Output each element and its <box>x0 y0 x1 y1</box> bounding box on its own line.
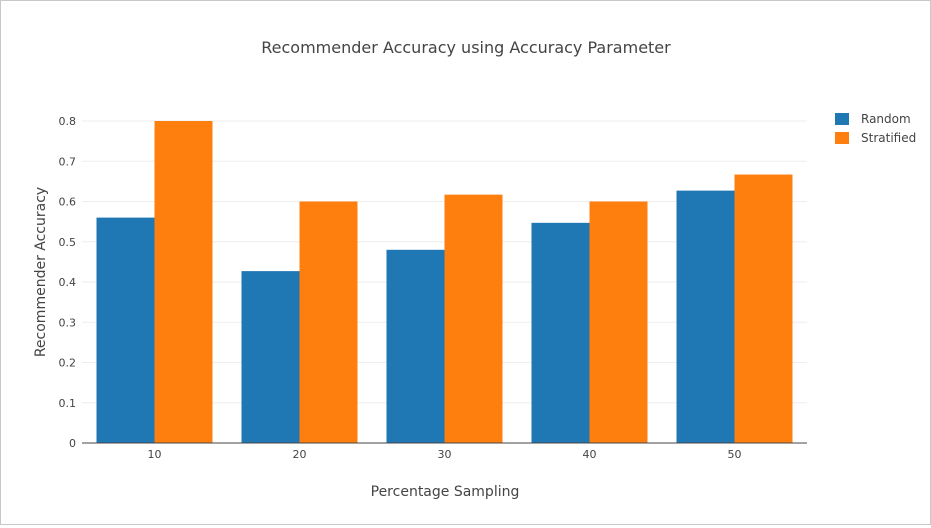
legend-swatch <box>835 132 849 144</box>
legend-item-stratified[interactable]: Stratified <box>835 131 916 145</box>
legend-label: Random <box>861 112 911 126</box>
bars <box>96 121 793 444</box>
x-tick-label: 20 <box>293 448 307 461</box>
legend-swatch <box>835 113 849 125</box>
y-tick-label: 0.6 <box>59 196 77 209</box>
x-tick-label: 50 <box>728 448 742 461</box>
y-tick-label: 0.1 <box>59 397 77 410</box>
bar-stratified-50[interactable] <box>734 174 793 443</box>
x-tick-label: 30 <box>438 448 452 461</box>
legend-item-random[interactable]: Random <box>835 112 911 126</box>
bar-random-10[interactable] <box>96 217 155 443</box>
x-axis-title: Percentage Sampling <box>371 484 520 500</box>
chart-title: Recommender Accuracy using Accuracy Para… <box>261 38 671 57</box>
x-tick-label: 40 <box>583 448 597 461</box>
bar-stratified-40[interactable] <box>589 201 648 444</box>
bar-stratified-30[interactable] <box>444 194 503 443</box>
y-tick-label: 0.4 <box>59 276 77 289</box>
y-tick-label: 0.8 <box>59 115 77 128</box>
legend[interactable]: Random Stratified <box>835 112 916 145</box>
bar-random-20[interactable] <box>241 271 300 443</box>
y-tick-label: 0.2 <box>59 357 77 370</box>
y-ticks: 0 0.1 0.2 0.3 0.4 0.5 0.6 0.7 0.8 <box>59 115 77 450</box>
legend-label: Stratified <box>861 131 916 145</box>
y-tick-label: 0.3 <box>59 316 77 329</box>
bar-random-40[interactable] <box>531 222 590 443</box>
y-axis-title: Recommender Accuracy <box>33 187 49 357</box>
x-ticks: 10 20 30 40 50 <box>148 448 742 461</box>
y-tick-label: 0 <box>69 437 76 450</box>
x-tick-label: 10 <box>148 448 162 461</box>
y-tick-label: 0.7 <box>59 155 77 168</box>
bar-stratified-10[interactable] <box>154 121 213 443</box>
bar-random-50[interactable] <box>676 190 735 443</box>
bar-stratified-20[interactable] <box>299 201 358 444</box>
bar-random-30[interactable] <box>386 249 445 443</box>
y-tick-label: 0.5 <box>59 236 77 249</box>
